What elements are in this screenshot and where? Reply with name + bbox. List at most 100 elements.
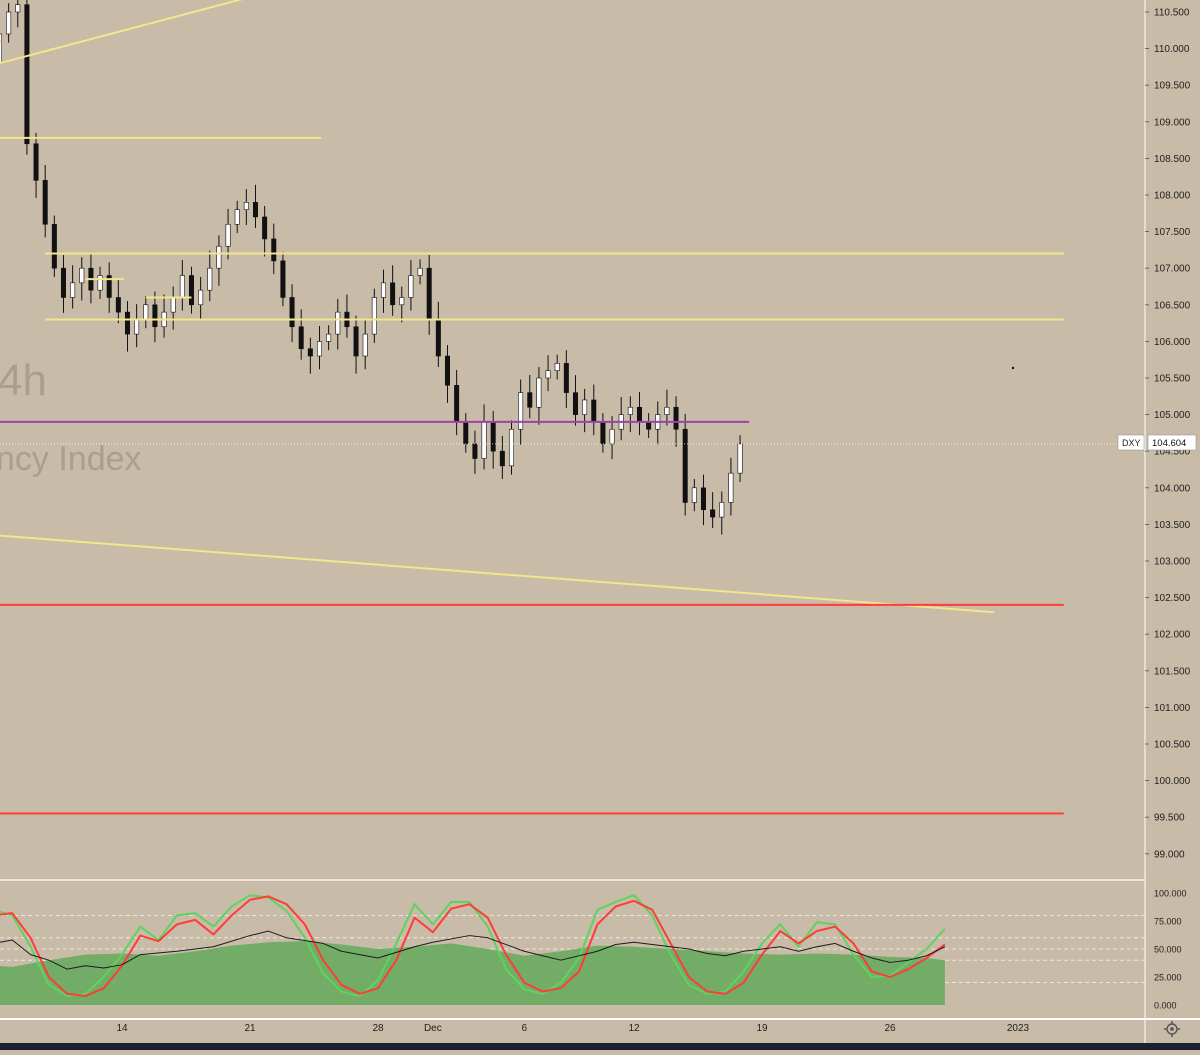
candle-down [472,443,478,459]
candle-up [15,4,21,13]
candle-up [399,297,405,306]
candle-down [262,216,268,240]
candle-up [70,282,76,298]
candle-down [646,421,652,430]
price-tick-label: 106.000 [1154,337,1191,348]
price-tick-label: 104.000 [1154,483,1191,494]
time-axis-border [0,1018,1200,1020]
symbol-tag-text: DXY [1122,438,1141,448]
last-price-tag [1147,434,1197,451]
price-tick-label: 103.000 [1154,557,1191,568]
price-label: DXY 104.604 [1117,434,1197,451]
candle-down [499,450,505,467]
candle-down [24,4,30,145]
price-tick-label: 108.000 [1154,191,1191,202]
price-tick-label: 108.500 [1154,154,1191,165]
candle-up [179,275,185,298]
price-tick-label: 101.000 [1154,703,1191,714]
candle-up [380,282,386,298]
candle-down [390,282,396,306]
time-tick-label: 12 [628,1023,640,1034]
price-tick-label: 100.000 [1154,776,1191,787]
candle-up [536,377,542,408]
candle-down [42,180,48,225]
candle-up [0,33,2,64]
candle-down [700,487,706,511]
candle-up [664,406,670,415]
candle-down [188,275,194,306]
price-tick-label: 103.500 [1154,520,1191,531]
candle-up [582,399,588,415]
candle-up [134,319,140,335]
candle-up [326,333,332,342]
oscillator-tick-label: 75.000 [1154,917,1182,927]
candle-up [216,245,222,269]
watermark-interval: 4h [0,356,47,405]
candle-down [444,355,450,386]
candle-up [6,11,12,35]
candle-up [362,333,368,357]
time-tick-label: 6 [522,1023,528,1034]
price-tick-label: 106.500 [1154,300,1191,311]
candle-down [600,421,606,445]
candle-up [508,428,514,467]
time-tick-label: 26 [884,1023,896,1034]
candle-up [371,297,377,335]
oscillator-tick-label: 100.000 [1154,889,1187,899]
candle-up [691,487,697,503]
candle-down [563,363,569,393]
candle-down [527,392,533,408]
price-tick-label: 110.500 [1154,8,1190,19]
marker-dot [1011,366,1015,370]
candle-down [289,297,295,328]
candle-up [554,363,560,371]
price-tick-label: 104.500 [1154,447,1191,458]
price-axis[interactable]: 110.500 110.000 109.500 109.000 108.500 108.0… [1144,0,1200,1050]
candle-up [207,267,213,291]
candle-down [463,421,469,445]
candle-down [115,297,121,313]
candle-up [609,428,615,445]
candle-up [719,502,725,518]
price-tick-label: 105.000 [1154,410,1191,421]
candle-up [225,223,231,247]
settings-gear-icon[interactable] [1164,1021,1180,1037]
time-tick-label: 19 [756,1023,768,1034]
main-price-pane[interactable] [0,0,1145,815]
candle-down [106,275,112,298]
candle-down [636,406,642,423]
candle-down [353,326,359,357]
time-axis[interactable]: 14 21 28 Dec 6 12 19 26 2023 [0,1018,1200,1050]
candle-up [481,421,487,459]
candle-down [591,399,597,423]
candle-up [545,370,551,379]
candle-up [417,267,423,276]
candle-down [33,143,39,181]
candle-down [307,348,313,357]
candle-down [710,509,716,518]
oscillator-tick-label: 25.000 [1154,973,1182,983]
candle-up [728,472,734,503]
candle-down [435,319,441,357]
oscillator-pane[interactable] [0,879,1200,1005]
watermark-symbol-name: ncy Index [0,440,142,478]
time-tick-label: Dec [424,1023,442,1034]
price-tick-label: 99.500 [1154,813,1185,824]
candle-up [316,341,322,357]
oscillator-tick-label: 0.000 [1154,1001,1177,1011]
candle-up [79,267,85,284]
candle-down [124,311,130,335]
price-tick-label: 109.000 [1154,117,1191,128]
candle-down [673,406,679,430]
trend-line [0,0,243,65]
candle-up [627,406,633,415]
price-tick-label: 102.000 [1154,630,1191,641]
bottom-bar [0,1043,1200,1050]
candle-down [454,385,460,423]
candle-down [298,326,304,350]
time-tick-label: 21 [244,1023,256,1034]
last-price-text: 104.604 [1152,438,1186,449]
symbol-tag [1117,434,1145,451]
